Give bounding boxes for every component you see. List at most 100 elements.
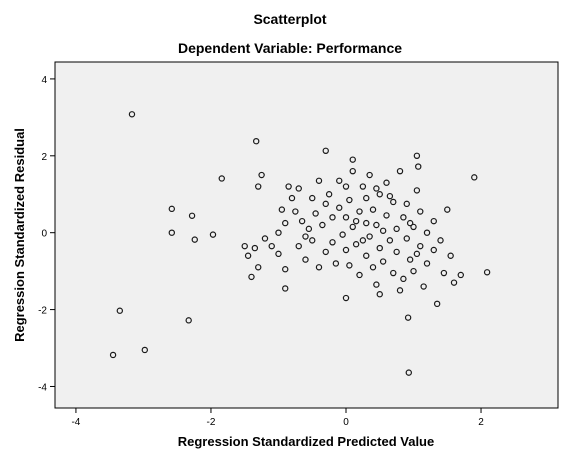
point: [390, 269, 397, 277]
point: [261, 235, 269, 242]
point: [295, 242, 302, 250]
point: [403, 200, 410, 208]
point: [332, 260, 340, 267]
point: [128, 111, 136, 118]
point: [376, 191, 383, 198]
point: [185, 317, 192, 324]
y-tick-label: -2: [38, 306, 47, 317]
point: [319, 221, 326, 229]
point: [386, 192, 394, 200]
point: [457, 271, 464, 279]
point: [191, 236, 198, 243]
point: [396, 287, 404, 294]
point: [376, 244, 383, 252]
point: [312, 210, 319, 217]
point: [447, 252, 454, 259]
point: [251, 244, 259, 252]
point: [373, 281, 380, 288]
point: [346, 196, 353, 204]
point: [430, 246, 437, 254]
point: [349, 156, 356, 163]
point: [282, 219, 289, 227]
x-axis-title: Regression Standardized Predicted Value: [178, 434, 434, 449]
point: [302, 233, 309, 240]
chart-subtitle: Dependent Variable: Performance: [178, 40, 402, 56]
point: [383, 179, 390, 186]
point: [363, 194, 370, 202]
point: [336, 204, 343, 211]
point: [433, 300, 441, 308]
y-tick-label: -4: [38, 382, 47, 393]
point: [379, 258, 387, 265]
point: [369, 206, 377, 213]
point: [373, 221, 380, 229]
point: [413, 187, 421, 194]
point: [218, 175, 225, 182]
point: [346, 262, 353, 269]
point: [298, 217, 306, 225]
point: [440, 269, 448, 277]
point: [342, 183, 350, 190]
x-tick-label: -4: [71, 417, 80, 428]
point: [420, 283, 427, 290]
point: [342, 294, 350, 302]
point: [393, 225, 400, 233]
point: [295, 185, 302, 192]
point: [369, 264, 377, 271]
point: [363, 252, 370, 259]
point: [423, 229, 431, 236]
point: [417, 208, 424, 215]
point: [390, 198, 397, 206]
point: [315, 264, 323, 271]
point: [413, 250, 421, 258]
point: [309, 194, 316, 202]
y-tick-label: 2: [41, 152, 47, 163]
point: [410, 223, 417, 231]
point: [275, 229, 282, 236]
point: [278, 206, 286, 213]
point: [376, 291, 383, 298]
x-tick-label: 2: [478, 417, 484, 428]
point: [356, 271, 363, 279]
point: [339, 231, 346, 238]
point: [282, 266, 289, 273]
point: [483, 269, 491, 276]
point: [396, 167, 404, 175]
point: [322, 248, 329, 256]
point: [255, 183, 262, 190]
point: [400, 275, 407, 283]
point: [336, 177, 343, 184]
point: [302, 256, 309, 263]
point: [141, 346, 148, 354]
point: [413, 152, 421, 160]
point: [322, 147, 329, 155]
point: [285, 183, 292, 190]
point: [325, 191, 333, 198]
plot-area: [54, 61, 559, 409]
point: [417, 242, 424, 250]
point: [282, 285, 289, 292]
point: [288, 194, 296, 202]
point: [352, 217, 360, 225]
point: [244, 252, 252, 259]
x-tick-label: 0: [343, 417, 349, 428]
point: [349, 167, 356, 175]
point: [342, 214, 350, 221]
x-tick-label: -2: [207, 417, 216, 428]
point: [188, 212, 196, 219]
point: [342, 246, 350, 254]
point: [406, 256, 414, 263]
y-tick-label: 4: [41, 75, 47, 86]
point: [322, 200, 329, 208]
point: [430, 217, 437, 225]
point: [423, 260, 431, 267]
point: [383, 212, 390, 219]
point: [450, 279, 458, 286]
point: [393, 248, 400, 256]
point: [405, 369, 412, 376]
y-axis-title: Regression Standardized Residual: [12, 128, 27, 342]
point: [248, 273, 255, 281]
point: [168, 229, 176, 236]
point: [366, 233, 373, 240]
